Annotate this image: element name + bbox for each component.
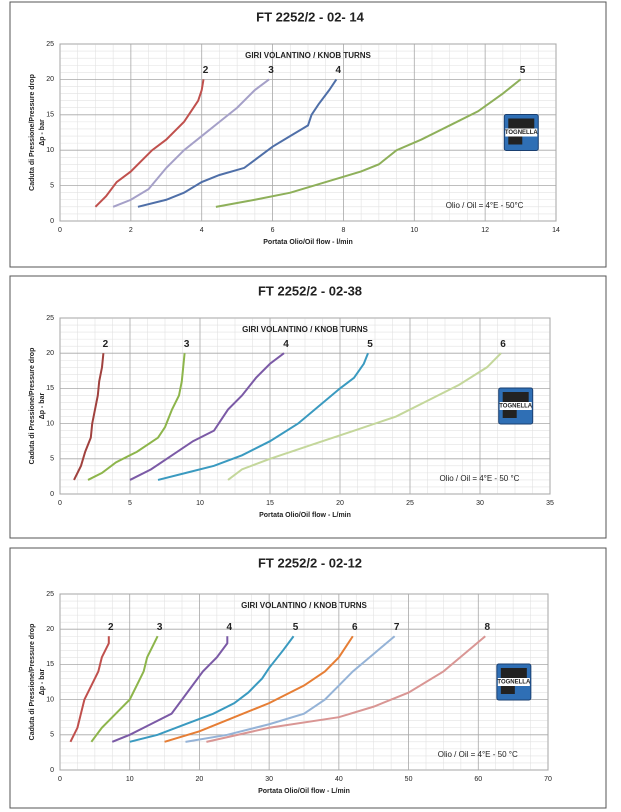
x-tick-label: 14 (552, 227, 560, 234)
curve-label: 6 (352, 622, 358, 633)
x-tick-label: 2 (129, 227, 133, 234)
curve-label: 3 (157, 622, 163, 633)
curve (129, 352, 285, 481)
y-tick-label: 10 (46, 420, 54, 427)
x-tick-label: 10 (196, 500, 204, 507)
x-axis-label: Portata Olio/Oil flow - l/min (263, 239, 352, 246)
curve (157, 352, 369, 481)
y-tick-label: 25 (46, 41, 54, 48)
x-axis-label: Portata Olio/Oil flow - L/min (258, 788, 350, 795)
curve (137, 78, 338, 208)
curve-label: 3 (184, 339, 190, 350)
curve-label: 6 (500, 339, 506, 350)
x-tick-label: 5 (128, 500, 132, 507)
curve (73, 353, 105, 481)
y-tick-label: 0 (50, 218, 54, 225)
x-tick-label: 30 (476, 500, 484, 507)
x-tick-label: 25 (406, 500, 414, 507)
logo-text: TOGNELLA (497, 680, 531, 686)
x-tick-label: 15 (266, 500, 274, 507)
y-tick-label: 15 (46, 661, 54, 668)
chart-title: FT 2252/2 - 02- 14 (256, 9, 364, 24)
x-tick-label: 20 (196, 776, 204, 783)
y-tick-label: 15 (46, 385, 54, 392)
x-tick-label: 6 (271, 227, 275, 234)
y-tick-label: 25 (46, 315, 54, 322)
x-tick-label: 30 (265, 776, 273, 783)
curve (164, 635, 354, 743)
x-tick-label: 20 (336, 500, 344, 507)
curve (112, 78, 270, 208)
annotation: GIRI VOLANTINO / KNOB TURNS (242, 325, 368, 334)
x-tick-label: 70 (544, 776, 552, 783)
logo-band (499, 402, 532, 410)
curve (111, 636, 229, 743)
curve-label: 5 (520, 65, 526, 76)
curve-label: 2 (108, 622, 114, 633)
curve-label: 5 (293, 622, 299, 633)
curve (215, 78, 522, 208)
curve (206, 635, 486, 743)
y-axis-label: Caduta di Pressione/Pressure drop (29, 624, 36, 741)
x-tick-label: 12 (481, 227, 489, 234)
y-tick-label: 5 (50, 182, 54, 189)
y-axis-unit: Δp - bar (39, 393, 46, 420)
curve (227, 352, 502, 481)
logo-text: TOGNELLA (499, 404, 533, 410)
logo-band (497, 678, 530, 686)
y-axis-unit: Δp - bar (39, 119, 46, 146)
curve (69, 636, 110, 743)
curve (129, 635, 295, 743)
annotation: GIRI VOLANTINO / KNOB TURNS (245, 51, 371, 60)
x-tick-label: 40 (335, 776, 343, 783)
curve-label: 2 (203, 65, 209, 76)
x-tick-label: 35 (546, 500, 554, 507)
logo-text: TOGNELLA (505, 130, 539, 136)
chart-title: FT 2252/2 - 02-38 (258, 283, 362, 298)
y-tick-label: 0 (50, 767, 54, 774)
y-tick-label: 25 (46, 591, 54, 598)
y-tick-label: 20 (46, 626, 54, 633)
x-tick-label: 60 (474, 776, 482, 783)
y-tick-label: 20 (46, 350, 54, 357)
chart-title: FT 2252/2 - 02-12 (258, 555, 362, 570)
curve (90, 635, 159, 743)
logo-band (505, 128, 538, 137)
curve-label: 8 (484, 622, 490, 633)
x-tick-label: 0 (58, 776, 62, 783)
curve-label: 4 (227, 622, 233, 633)
curve-label: 4 (336, 65, 342, 76)
x-tick-label: 4 (200, 227, 204, 234)
x-tick-label: 8 (341, 227, 345, 234)
x-tick-label: 10 (410, 227, 418, 234)
curve-label: 2 (103, 339, 109, 350)
y-tick-label: 20 (46, 76, 54, 83)
annotation: GIRI VOLANTINO / KNOB TURNS (241, 601, 367, 610)
y-tick-label: 0 (50, 491, 54, 498)
curve (185, 635, 396, 743)
y-tick-label: 10 (46, 147, 54, 154)
curve (87, 353, 186, 481)
x-tick-label: 0 (58, 500, 62, 507)
curve-label: 7 (394, 622, 400, 633)
oil-note: Olio / Oil = 4°E - 50°C (446, 201, 524, 210)
x-axis-label: Portata Olio/Oil flow - L/min (259, 512, 351, 519)
curve (94, 79, 205, 208)
y-axis-label: Caduta di Pressione/Pressure drop (29, 348, 36, 465)
x-tick-label: 10 (126, 776, 134, 783)
oil-note: Olio / Oil = 4°E - 50 °C (439, 474, 519, 483)
y-tick-label: 15 (46, 112, 54, 119)
y-tick-label: 5 (50, 732, 54, 739)
x-tick-label: 0 (58, 227, 62, 234)
y-tick-label: 5 (50, 456, 54, 463)
y-axis-unit: Δp - bar (39, 669, 46, 696)
curve-label: 3 (268, 65, 274, 76)
oil-note: Olio / Oil = 4°E - 50 °C (438, 750, 518, 759)
x-tick-label: 50 (405, 776, 413, 783)
curve-label: 4 (283, 339, 289, 350)
y-axis-label: Caduta di Pressione/Pressure drop (29, 74, 36, 191)
y-tick-label: 10 (46, 696, 54, 703)
curve-label: 5 (367, 339, 373, 350)
